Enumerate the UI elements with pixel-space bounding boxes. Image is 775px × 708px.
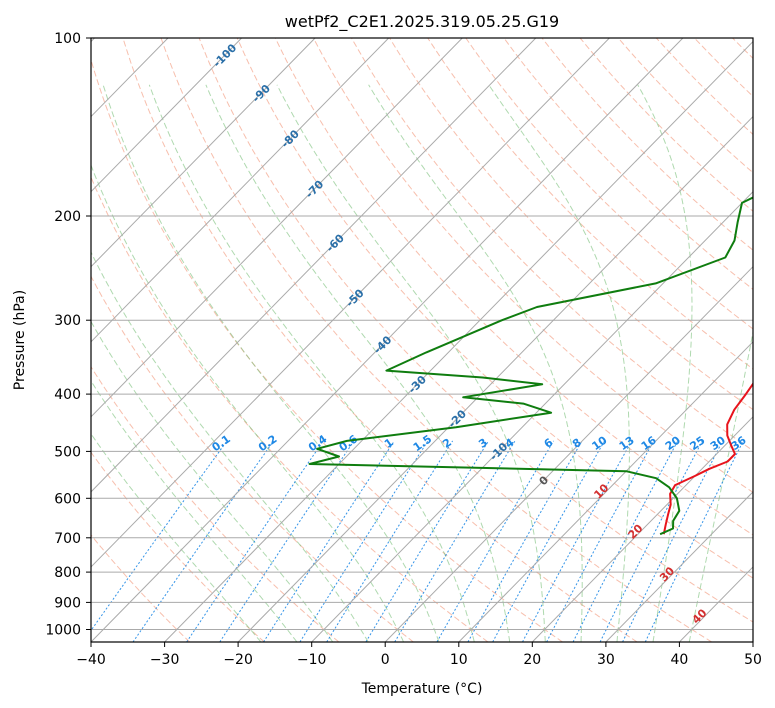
x-tick-label: 50 <box>744 652 762 668</box>
moist-adiabat-line <box>688 329 753 642</box>
x-tick-label: 10 <box>450 652 468 668</box>
x-tick-label: −40 <box>76 652 106 668</box>
dewpoint-line <box>308 196 753 536</box>
x-tick-label: 20 <box>523 652 541 668</box>
y-axis-label: Pressure (hPa) <box>12 290 28 390</box>
moist-adiabat-line <box>91 320 334 642</box>
y-tick-label: 500 <box>54 444 81 460</box>
isotherm-line <box>91 38 390 343</box>
moist-adiabat-line <box>205 84 511 642</box>
y-axis-ticks: 100 200 300 400 500 600 700 800 900 1000 <box>45 31 91 639</box>
pressure-gridlines <box>91 38 753 630</box>
mixing-ratio-line <box>599 440 703 642</box>
isotherm-line <box>91 38 316 268</box>
moist-adiabat-line <box>488 84 630 642</box>
profile-series <box>308 196 753 536</box>
moist-adiabat-line <box>637 84 693 642</box>
y-tick-label: 600 <box>54 491 81 507</box>
moist-adiabat-line <box>368 84 583 642</box>
mixing-ratio-line <box>186 440 324 642</box>
x-tick-label: 0 <box>381 652 390 668</box>
isotherm-line <box>605 491 753 642</box>
dry-adiabat-line <box>91 175 489 642</box>
dry-adiabats <box>91 38 753 642</box>
x-tick-label: −20 <box>223 652 253 668</box>
moist-adiabat-line <box>148 84 475 642</box>
mixing-ratio-line <box>492 440 606 642</box>
isotherm-line <box>91 38 610 568</box>
mixing-ratio-line <box>132 440 275 642</box>
x-tick-label: −30 <box>150 652 180 668</box>
mixing-ratio-lines <box>91 440 744 642</box>
isotherm-line <box>311 190 753 642</box>
isotherms <box>91 38 753 642</box>
mixing-ratio-line <box>365 440 490 642</box>
y-tick-label: 900 <box>54 595 81 611</box>
mixing-ratio-line <box>299 440 429 642</box>
mixing-ratio-line <box>219 440 355 642</box>
x-tick-label: 30 <box>597 652 615 668</box>
y-tick-label: 100 <box>54 31 81 47</box>
mixing-ratio-line <box>436 440 555 642</box>
plot-area: 0.1 0.2 0.4 0.6 1 1.5 2 3 4 6 8 10 13 16 20 25 30 36-100-… <box>91 38 753 642</box>
mixing-ratio-line <box>467 440 583 642</box>
mixing-ratio-line <box>522 440 633 642</box>
moist-adiabats <box>91 84 753 642</box>
moist-adiabat-line <box>91 163 405 642</box>
isotherm-line <box>458 341 753 642</box>
y-tick-label: 1000 <box>45 623 81 639</box>
y-tick-label: 200 <box>54 209 81 225</box>
y-tick-label: 400 <box>54 387 81 403</box>
isotherm-line <box>91 38 242 193</box>
dry-adiabat-line <box>465 38 753 330</box>
moist-adiabat-line <box>91 251 369 642</box>
x-axis-label: Temperature (°C) <box>361 681 483 697</box>
x-tick-label: −10 <box>297 652 327 668</box>
mixing-ratio-line <box>622 440 724 642</box>
x-axis-ticks: −40 −30 −20 −10 0 10 20 30 40 50 <box>76 642 762 668</box>
isotherm-line <box>164 40 753 642</box>
dry-adiabat-line <box>122 38 638 642</box>
mixing-ratio-line <box>326 440 454 642</box>
plot-frame <box>90 37 754 643</box>
moist-adiabat-line <box>102 84 440 642</box>
mixing-ratio-line <box>91 440 228 632</box>
y-tick-label: 300 <box>54 313 81 329</box>
isotherm-line <box>91 38 684 642</box>
isotherm-line <box>531 416 753 642</box>
y-tick-label: 700 <box>54 531 81 547</box>
x-tick-label: 40 <box>670 652 688 668</box>
moist-adiabat-line <box>276 84 546 642</box>
mixing-ratio-line <box>263 440 395 642</box>
dry-adiabat-line <box>160 38 713 642</box>
dry-adiabat-line <box>351 38 753 452</box>
temperature-line <box>662 382 753 535</box>
dry-adiabat-line <box>91 534 191 642</box>
isotherm-line <box>91 38 537 493</box>
dry-adiabat-line <box>312 38 753 493</box>
dry-adiabat-line <box>427 38 753 370</box>
isotherm-line <box>237 115 753 642</box>
dry-adiabat-line <box>91 58 563 642</box>
chart-title: wetPf2_C2E1.2025.319.05.25.G19 <box>285 12 559 32</box>
y-tick-label: 800 <box>54 565 81 581</box>
isotherm-line <box>384 265 753 642</box>
isotherm-line <box>91 38 463 418</box>
